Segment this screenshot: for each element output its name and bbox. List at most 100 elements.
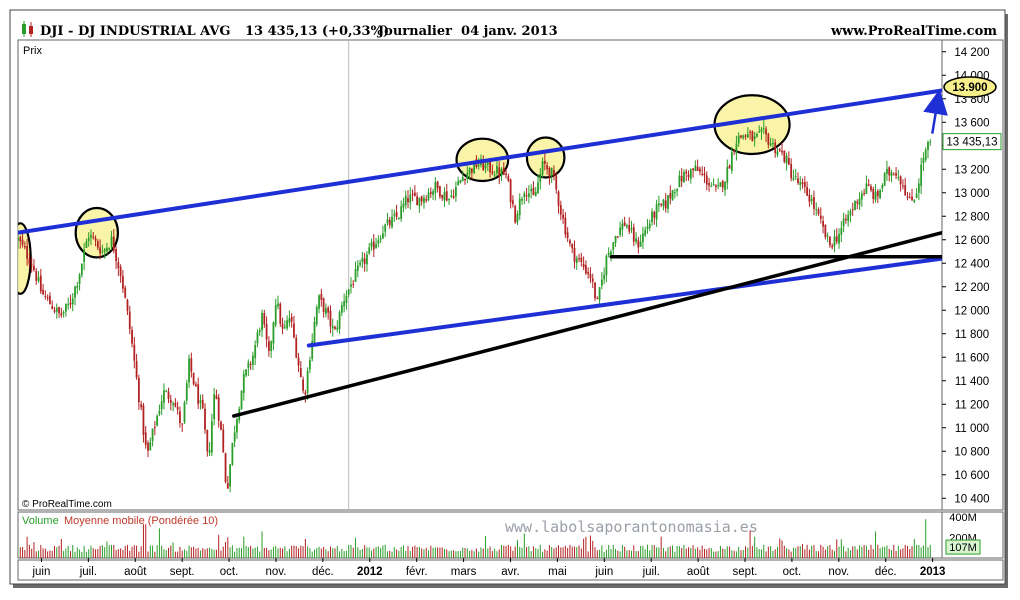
candle-body [749, 131, 751, 133]
candle-body [692, 168, 694, 171]
candle-body [117, 262, 120, 268]
candle-body [158, 411, 161, 414]
candle-body [452, 196, 455, 198]
candle-body [635, 238, 637, 242]
x-tick-label: août [687, 566, 710, 578]
y-tick-label: 12 000 [954, 305, 989, 317]
candle-body [603, 274, 606, 280]
candle-body [671, 190, 674, 201]
candle-body [263, 313, 266, 325]
candle-body [247, 362, 250, 369]
candle-body [806, 187, 809, 196]
candle-body [425, 199, 428, 201]
candle-body [847, 214, 850, 222]
candle-body [685, 171, 688, 174]
candle-body [498, 167, 501, 177]
candle-body [126, 299, 129, 311]
candle-body [728, 165, 731, 169]
x-tick-label: 2013 [920, 566, 946, 578]
candle-body [473, 160, 476, 174]
candle-body [642, 233, 644, 242]
candle-body [229, 464, 232, 487]
candle-body [765, 128, 767, 135]
candle-body [703, 173, 706, 176]
candle-body [28, 258, 31, 264]
candle-body [587, 271, 590, 275]
candle-body [115, 249, 117, 261]
candle-body [783, 150, 786, 162]
candle-body [220, 421, 222, 430]
y-tick-label: 12 400 [954, 258, 989, 270]
candle-body [201, 399, 204, 408]
candle-body [427, 192, 430, 200]
candle-body [799, 181, 802, 186]
candle-body [626, 225, 628, 228]
candle-body [600, 279, 603, 286]
highlight-ellipse [525, 136, 566, 179]
candle-body [890, 172, 893, 176]
candle-body [354, 269, 357, 282]
candle-body [797, 178, 799, 183]
candle-body [543, 160, 546, 164]
target-price-marker: 13.900 [943, 76, 997, 98]
candle-body [564, 217, 567, 235]
candle-body [96, 241, 99, 248]
candle-body [708, 183, 710, 186]
candle-body [521, 198, 523, 201]
candle-body [744, 135, 747, 137]
candle-body [432, 191, 434, 195]
candle-body [767, 134, 770, 145]
candle-body [407, 198, 409, 203]
candle-body [835, 236, 838, 242]
candle-body [678, 175, 681, 188]
candle-body [160, 401, 163, 410]
candle-body [699, 168, 701, 172]
candle-body [423, 197, 425, 203]
candle-body [575, 258, 578, 263]
candle-body [826, 235, 829, 237]
candle-body [74, 286, 76, 298]
x-tick-label: juil. [79, 566, 97, 578]
candle-body [844, 218, 847, 221]
x-tick-label: juin [594, 566, 613, 578]
watermark: www.labolsaporantonomasia.es [505, 518, 758, 536]
candle-body [256, 332, 259, 344]
candle-body [810, 198, 813, 201]
x-tick-label: juil. [642, 566, 660, 578]
candle-body [384, 224, 387, 232]
candle-body [911, 196, 913, 201]
candle-body [71, 298, 74, 305]
candle-body [550, 167, 553, 177]
candle-body [436, 181, 439, 189]
time-ticks: juin juil. août sept. oct. nov. déc. 2012 févr. m… [31, 558, 945, 578]
x-tick-label: déc. [875, 566, 897, 578]
candle-body [60, 313, 63, 316]
candle-body [35, 271, 38, 281]
candle-body [19, 236, 22, 242]
candle-body [144, 432, 147, 445]
candle-body [172, 403, 174, 405]
candle-body [272, 322, 275, 344]
candle-body [179, 411, 181, 424]
candle-body [90, 234, 92, 238]
candle-body [557, 191, 560, 206]
candle-body [53, 310, 56, 312]
candle-body [42, 289, 44, 295]
y-tick-label: 10 400 [954, 493, 989, 505]
candle-body [439, 186, 441, 197]
candle-body [883, 172, 886, 186]
candle-body [594, 282, 596, 299]
candle-body [676, 188, 679, 192]
candle-body [112, 236, 115, 251]
candle-body [128, 311, 131, 330]
candle-body [897, 177, 900, 179]
candle-body [245, 369, 247, 376]
target-price-label: 13.900 [952, 82, 987, 94]
candle-body [737, 135, 740, 144]
candle-body [411, 193, 414, 195]
candle-body [156, 415, 159, 426]
candle-body [347, 289, 350, 295]
candle-body [366, 254, 368, 265]
candle-body [181, 423, 184, 425]
